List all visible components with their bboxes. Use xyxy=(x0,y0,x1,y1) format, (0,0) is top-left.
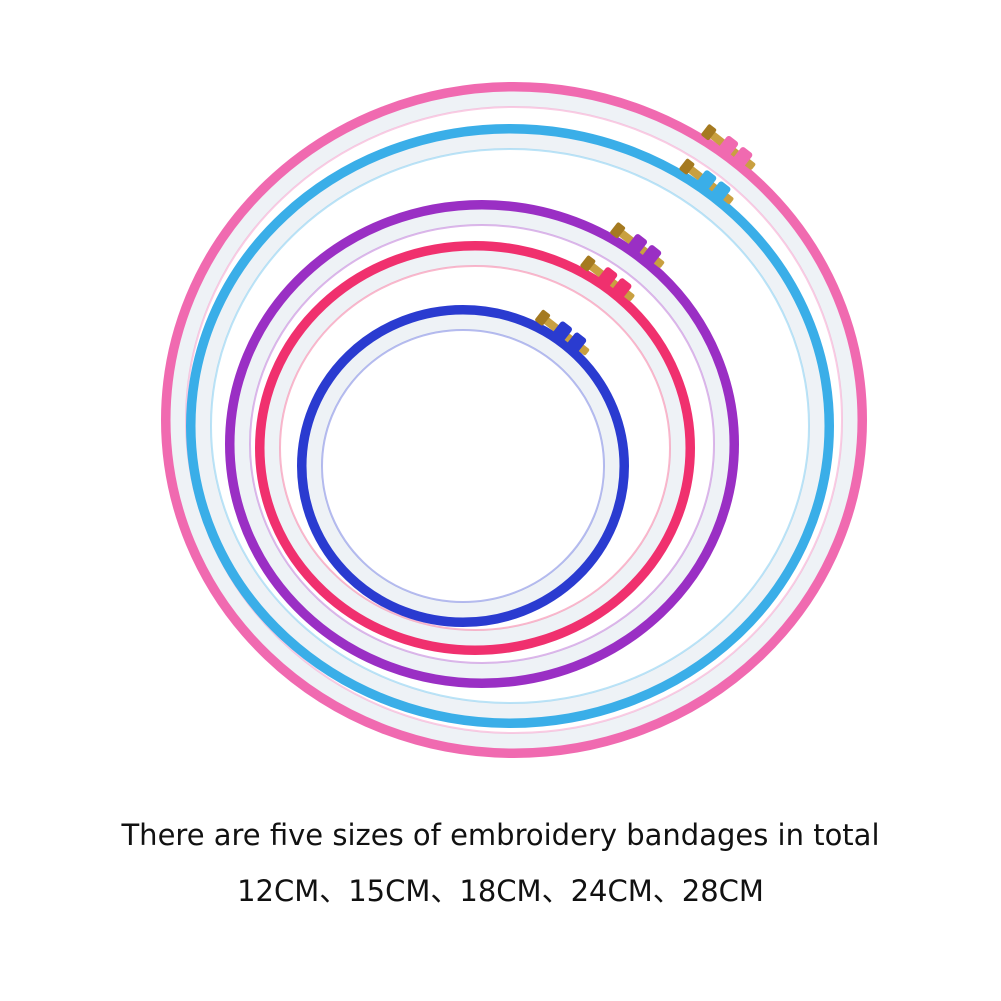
hoop-inner-ring xyxy=(170,91,858,749)
clamp-tab xyxy=(708,181,731,205)
clamp-tab xyxy=(595,267,618,291)
hoop-inner-edge xyxy=(249,224,715,664)
clamp-tab xyxy=(624,234,648,258)
screw-head-icon xyxy=(580,255,596,272)
screw-head-icon xyxy=(610,222,626,239)
hoop-clamp xyxy=(679,158,734,205)
hoop-outer-ring xyxy=(255,241,695,655)
hoop-inner-edge xyxy=(321,329,605,603)
clamp-tab xyxy=(730,147,753,171)
caption-line-1: There are five sizes of embroidery banda… xyxy=(121,818,880,852)
screw-head-icon xyxy=(701,124,717,140)
hoop-inner-ring xyxy=(306,314,620,618)
hoop-15cm xyxy=(255,241,695,655)
hoop-outer-ring xyxy=(186,124,834,728)
hoop-inner-ring xyxy=(264,250,686,646)
hoop-inner-edge xyxy=(210,148,810,704)
clamp-tab xyxy=(564,332,587,357)
clamp-tab xyxy=(549,321,572,346)
hoop-clamp xyxy=(610,222,665,269)
caption-line-2: 12CM、15CM、18CM、24CM、28CM xyxy=(237,874,764,908)
hoop-clamp xyxy=(701,124,756,171)
screw-head-icon xyxy=(535,309,551,326)
hoop-18cm xyxy=(225,200,739,688)
hoop-inner-ring xyxy=(195,133,825,719)
hoop-outer-ring xyxy=(225,200,739,688)
hoop-clamp xyxy=(535,309,590,357)
hoop-inner-ring xyxy=(234,209,730,679)
hoop-12cm xyxy=(297,305,629,627)
hoop-24cm xyxy=(186,124,834,728)
hoop-inner-edge xyxy=(279,265,671,631)
clamp-tab xyxy=(639,245,662,269)
hoop-clamp xyxy=(580,255,635,302)
clamp-tab xyxy=(715,135,739,160)
clamp-tab xyxy=(609,278,632,302)
hoop-outer-ring xyxy=(161,82,867,758)
hoop-inner-edge xyxy=(185,106,843,734)
hoop-outer-ring xyxy=(297,305,629,627)
clamp-tab xyxy=(694,170,717,194)
screw-head-icon xyxy=(679,158,695,175)
hoop-28cm xyxy=(161,82,867,758)
